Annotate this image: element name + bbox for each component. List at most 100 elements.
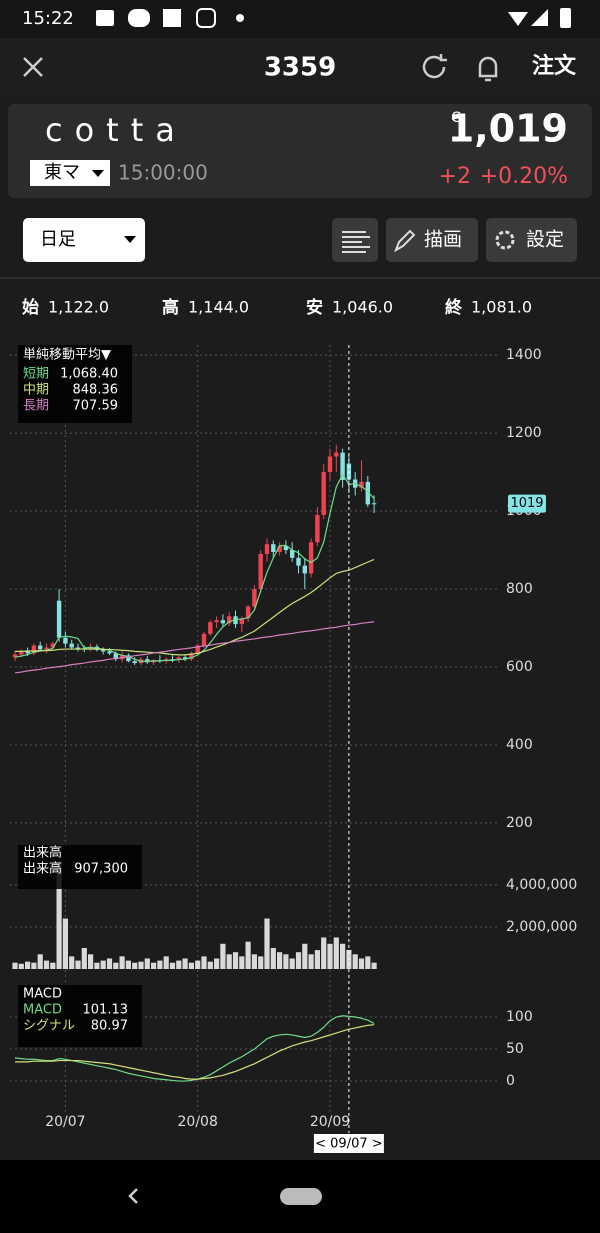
quote-card: [8, 104, 592, 198]
volume-bar: [277, 952, 283, 969]
volume-bar: [125, 960, 131, 969]
candle-body: [334, 452, 339, 457]
candle-body: [63, 637, 68, 644]
volume-bar: [163, 956, 169, 969]
series-line: [14, 473, 375, 663]
volume-bar: [371, 962, 377, 969]
legend-value: 80.97: [91, 1019, 128, 1034]
change: +2: [439, 164, 471, 189]
candle-body: [277, 546, 282, 552]
volume-bar: [106, 958, 113, 969]
volume-bar: [169, 962, 176, 969]
volume-bar: [302, 943, 308, 969]
volume-bar: [340, 943, 346, 969]
y-tick-label: 2,000,000: [506, 919, 577, 935]
candle-body: [239, 618, 244, 625]
volume-bar: [270, 947, 276, 969]
candle-body: [327, 456, 333, 473]
volume-bar: [119, 956, 125, 969]
volume-bar: [214, 958, 220, 969]
legend-value: 907,300: [74, 862, 128, 877]
legend-value: 1,068.40: [60, 367, 118, 382]
volume-bar: [144, 958, 150, 969]
ohlc-label: 終: [445, 297, 463, 318]
battery-icon: [560, 8, 571, 28]
candle-body: [126, 655, 131, 662]
volume-bar: [327, 943, 333, 969]
candle-body: [19, 651, 24, 655]
quote-time: 15:00:00: [118, 161, 208, 185]
price: 1,019: [448, 107, 568, 151]
candle-body: [31, 645, 37, 654]
icon: [196, 8, 216, 28]
legend-name: 長期: [23, 399, 49, 414]
period-select[interactable]: [23, 218, 145, 262]
legend-box: [18, 845, 142, 889]
volume-bar: [245, 941, 251, 969]
cursor-label: < 09/07 >: [315, 1137, 383, 1152]
legend-name: 短期: [23, 367, 49, 382]
volume-bar: [94, 962, 100, 969]
candle-body: [371, 503, 377, 505]
draw-button[interactable]: [386, 218, 478, 262]
volume-bar: [182, 958, 188, 969]
volume-bar: [308, 954, 314, 969]
candle-body: [189, 653, 194, 660]
refresh-button[interactable]: [422, 54, 447, 79]
volume-bar: [365, 956, 371, 969]
candle-body: [75, 647, 81, 649]
volume-bar: [37, 954, 43, 969]
volume-bar: [251, 954, 257, 969]
settings-button[interactable]: [486, 218, 577, 262]
candle-body: [264, 544, 270, 554]
candle-body: [220, 620, 226, 624]
legend-name: 出来高: [23, 861, 62, 877]
clock: 15:22: [22, 8, 74, 29]
volume-bar: [283, 954, 289, 969]
home-button[interactable]: [280, 1188, 322, 1205]
candle-body: [258, 553, 263, 590]
candle-body: [359, 481, 364, 488]
back-button[interactable]: [128, 1188, 138, 1204]
y-tick-label: 600: [506, 659, 533, 675]
volume-bar: [321, 937, 327, 969]
candle-body: [176, 657, 181, 660]
icon: [128, 9, 150, 27]
candle-body: [69, 643, 74, 648]
close-button[interactable]: [23, 57, 43, 77]
change-pct: +0.20%: [480, 164, 568, 189]
volume-bar: [207, 961, 213, 969]
order-button[interactable]: 注文: [532, 53, 577, 79]
price-tag-label: 1019: [510, 496, 543, 511]
volume-bar: [352, 954, 358, 969]
volume-bar: [295, 952, 302, 969]
volume-bar: [258, 956, 264, 969]
candle-body: [195, 645, 200, 654]
legend-title: 単純移動平均▼: [23, 347, 111, 363]
volume-bar: [264, 918, 270, 969]
volume-bar: [88, 954, 94, 969]
candle-body: [271, 544, 276, 552]
candle-body: [308, 542, 314, 574]
layout-button[interactable]: [332, 218, 378, 262]
legend-title: MACD: [23, 987, 62, 1002]
y-tick-label: 4,000,000: [506, 877, 577, 893]
price-tag: [508, 494, 546, 513]
market: 東マ: [44, 162, 80, 183]
candle-body: [340, 452, 345, 480]
ohlc-value: 1,122.0: [48, 298, 109, 317]
candle-body: [201, 633, 207, 646]
period: 日足: [40, 229, 76, 250]
series-line: [15, 558, 375, 656]
alert-button[interactable]: [478, 56, 498, 82]
candle-body: [12, 654, 18, 658]
candle-body: [25, 651, 30, 654]
volume-bar: [220, 943, 226, 969]
y-tick-label: 1400: [506, 347, 542, 363]
series-line: [15, 1024, 375, 1080]
y-tick-label: 50: [506, 1041, 524, 1057]
gear-icon: [495, 230, 515, 250]
y-tick-label: 100: [506, 1009, 533, 1025]
candle-body: [132, 661, 137, 664]
